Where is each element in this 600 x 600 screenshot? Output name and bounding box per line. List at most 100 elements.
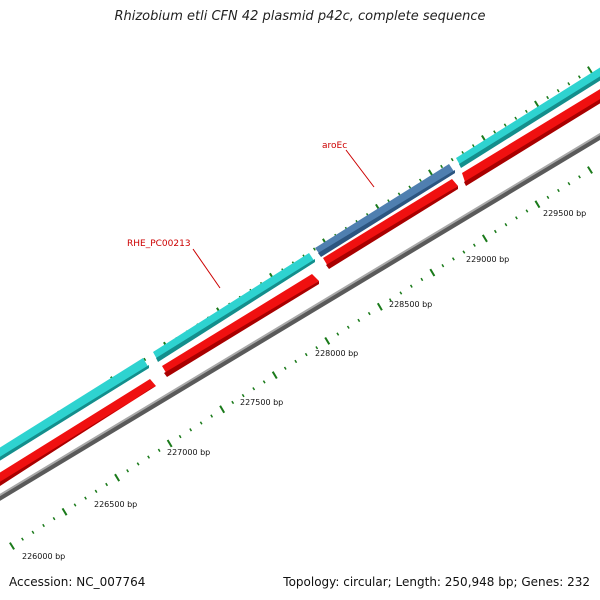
- cds-forward-4[interactable]: [456, 55, 600, 167]
- gene-label-aroEc[interactable]: aroEc: [322, 141, 347, 151]
- inner-tick-20: [219, 405, 226, 414]
- inner-tick-42: [451, 257, 455, 261]
- inner-tick-18: [199, 421, 203, 425]
- accession-text: Accession: NC_007764: [9, 575, 146, 589]
- inner-tick-27: [294, 359, 298, 364]
- inner-tick-0: [9, 542, 15, 550]
- scale-label-226000: 226000 bp: [22, 552, 65, 561]
- inner-tick-36: [388, 298, 392, 302]
- inner-tick-17: [189, 428, 193, 432]
- inner-tick-9: [105, 482, 109, 487]
- inner-tick-53: [567, 182, 571, 186]
- inner-tick-8: [94, 489, 98, 493]
- inner-tick-25: [271, 371, 278, 380]
- inner-tick-46: [493, 229, 497, 234]
- cds-reverse-4-shade: [464, 99, 600, 186]
- gene-label-rhe-pc00213[interactable]: RHE_PC00213: [127, 239, 191, 249]
- sequence-backbone: [0, 132, 600, 501]
- inner-tick-54: [578, 175, 581, 179]
- outer-tick-39: [418, 178, 422, 182]
- inner-tick-12: [136, 462, 140, 466]
- inner-tick-52: [557, 188, 560, 193]
- cds-forward-2[interactable]: [153, 253, 315, 361]
- inner-tick-10: [114, 473, 121, 482]
- outer-tick-49: [524, 109, 528, 114]
- scale-label-227000: 227000 bp: [167, 448, 210, 457]
- inner-tick-43: [462, 250, 466, 254]
- inner-tick-38: [409, 284, 413, 288]
- inner-tick-34: [367, 311, 371, 316]
- outer-tick-44: [471, 144, 475, 148]
- scale-labels: 226000 bp 226500 bp 227000 bp 227500 bp …: [22, 209, 586, 561]
- scale-label-228000: 228000 bp: [315, 349, 358, 358]
- outer-tick-37: [397, 192, 401, 196]
- inner-tick-26: [283, 366, 287, 370]
- outer-tick-42: [450, 157, 454, 162]
- inner-tick-13: [147, 455, 151, 459]
- inner-tick-33: [357, 318, 361, 323]
- inner-tick-14: [157, 448, 161, 452]
- inner-tick-22: [241, 393, 245, 398]
- outer-tick-41: [440, 164, 444, 169]
- reverse-strand-track: [0, 77, 600, 487]
- cds-forward-2-shade: [156, 259, 315, 362]
- cds-forward-3-aroEc-shade: [318, 170, 455, 257]
- scale-label-229500: 229500 bp: [543, 209, 586, 218]
- cds-reverse-4[interactable]: [462, 77, 600, 185]
- inner-tick-55: [587, 166, 593, 174]
- inner-tick-50: [534, 200, 541, 209]
- inner-tick-35: [376, 302, 383, 311]
- scale-label-227500: 227500 bp: [240, 398, 283, 407]
- outer-tick-47: [503, 123, 507, 127]
- cds-reverse-2[interactable]: [162, 274, 319, 376]
- inner-tick-23: [252, 387, 256, 391]
- inner-tick-6: [73, 503, 77, 507]
- cds-reverse-2-shade: [164, 281, 319, 377]
- outer-tick-13: [143, 357, 147, 362]
- inner-tick-30: [324, 336, 331, 345]
- inner-tick-5: [61, 507, 68, 516]
- inner-tick-21: [231, 400, 235, 405]
- inner-tick-31: [336, 332, 340, 336]
- outer-tick-55: [587, 66, 593, 74]
- inner-tick-37: [399, 291, 403, 295]
- outer-tick-54: [577, 75, 581, 79]
- inner-tick-3: [42, 523, 45, 528]
- outer-tick-29: [312, 247, 316, 251]
- outer-tick-51: [546, 95, 550, 100]
- inner-tick-ring: [9, 166, 593, 550]
- forward-strand-track: [0, 55, 600, 461]
- inner-tick-15: [166, 439, 173, 448]
- outer-tick-38: [408, 185, 412, 189]
- cds-reverse-3-shade: [326, 186, 458, 269]
- inner-tick-32: [346, 325, 350, 329]
- inner-tick-2: [31, 530, 35, 534]
- gene-label-rhe-pc00213-group: RHE_PC00213: [127, 239, 221, 289]
- cds-forward-1-shade: [0, 365, 149, 461]
- cds-forward-3-aroEc[interactable]: [315, 164, 455, 256]
- inner-tick-40: [429, 268, 436, 277]
- inner-tick-41: [441, 264, 445, 268]
- outer-tick-48: [514, 116, 518, 120]
- gene-label-aroEc-group: aroEc: [322, 141, 375, 188]
- inner-tick-7: [84, 496, 87, 500]
- inner-tick-48: [515, 216, 518, 220]
- inner-tick-11: [126, 469, 130, 473]
- scale-label-229000: 229000 bp: [466, 255, 509, 264]
- inner-tick-16: [178, 434, 182, 439]
- inner-tick-47: [504, 223, 508, 227]
- inner-tick-29: [315, 346, 319, 350]
- cds-forward-4-shade: [459, 76, 600, 168]
- cds-reverse-3[interactable]: [323, 179, 458, 268]
- inner-tick-49: [525, 209, 529, 213]
- inner-tick-45: [481, 234, 488, 243]
- inner-tick-1: [21, 537, 24, 541]
- scale-label-226500: 226500 bp: [94, 500, 137, 509]
- inner-tick-51: [546, 195, 550, 199]
- inner-tick-4: [52, 517, 56, 521]
- inner-tick-19: [210, 414, 214, 418]
- outer-tick-46: [493, 130, 497, 134]
- scale-label-228500: 228500 bp: [389, 300, 432, 309]
